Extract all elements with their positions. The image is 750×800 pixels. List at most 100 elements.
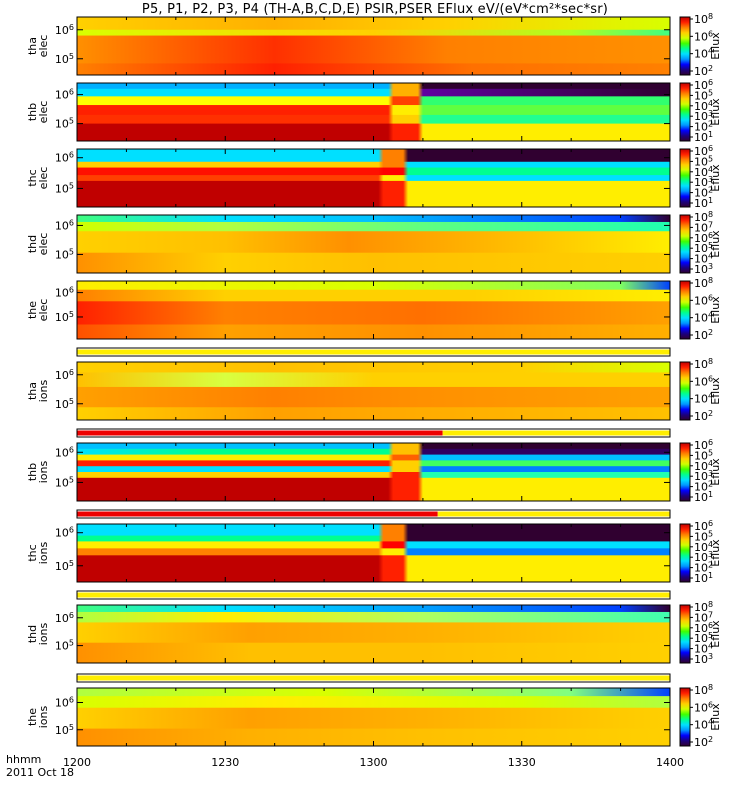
colorbar-tick-label: 106 — [694, 293, 713, 307]
y-axis-label: thcions — [26, 541, 50, 564]
spectrogram-band — [77, 88, 670, 97]
indicator-segment — [442, 430, 670, 436]
y-tick-label: 105 — [55, 52, 74, 66]
colorbar-tick-label: 102 — [694, 64, 713, 78]
y-axis-label: theelec — [26, 299, 50, 322]
y-axis-label: theions — [26, 705, 50, 728]
indicator-bar — [76, 347, 671, 357]
spectrogram-band — [77, 175, 670, 182]
spectrogram-band — [77, 221, 670, 232]
colorbar-tick-label: 104 — [694, 718, 713, 732]
spectrogram-band — [77, 301, 670, 325]
y-axis-label: thaions — [26, 379, 50, 402]
spectrogram-band — [77, 96, 670, 106]
spectrogram-band — [77, 448, 670, 456]
y-tick-label: 105 — [55, 475, 74, 489]
colorbar-tick-label: 102 — [694, 186, 713, 200]
colorbar — [679, 442, 691, 502]
colorbar-tick-label: 101 — [694, 130, 713, 144]
y-axis-label: thdions — [26, 622, 50, 645]
spectrogram-band — [77, 231, 670, 254]
y-tick-label: 105 — [55, 397, 74, 411]
y-tick-label: 105 — [55, 117, 74, 131]
colorbar-tick-label: 103 — [694, 550, 713, 564]
colorbar-tick-label: 103 — [694, 262, 713, 276]
x-tick-label: 1230 — [211, 756, 239, 769]
y-axis-label: thcelec — [26, 167, 50, 190]
spectrogram-band — [77, 161, 670, 169]
y-axis-label: thbions — [26, 460, 50, 483]
spectrogram-band — [77, 386, 670, 408]
time-unit-label: hhmm — [6, 753, 42, 766]
indicator-frame — [76, 590, 671, 600]
colorbar — [679, 604, 691, 664]
colorbar — [679, 16, 691, 76]
indicator-segment — [77, 511, 438, 517]
indicator-bar — [76, 509, 671, 519]
x-tick-label: 1300 — [360, 756, 388, 769]
colorbar-tick-label: 104 — [694, 99, 713, 113]
colorbar-label: Eflux — [709, 98, 722, 126]
colorbar-tick-label: 104 — [694, 47, 713, 61]
spectrogram-band — [77, 541, 670, 549]
indicator-frame — [76, 673, 671, 683]
panel-thc-elec — [76, 148, 693, 208]
panel-thb-elec — [76, 82, 693, 142]
y-tick-label: 106 — [55, 445, 74, 459]
indicator-bar — [76, 673, 671, 683]
colorbar-tick-label: 106 — [694, 374, 713, 388]
colorbar-label: Eflux — [709, 164, 722, 192]
colorbar-tick-label: 105 — [694, 241, 713, 255]
colorbar-tick-label: 102 — [694, 328, 713, 342]
y-tick-label: 105 — [55, 559, 74, 573]
panel-thc-ions — [76, 523, 693, 583]
y-tick-label: 105 — [55, 310, 74, 324]
x-tick-label: 1200 — [63, 756, 91, 769]
y-axis-label: thbelec — [26, 101, 50, 124]
colorbar — [679, 82, 691, 142]
spectrogram-band — [77, 35, 670, 64]
panel-tha-ions — [76, 361, 693, 421]
panel-thd-ions — [76, 604, 693, 664]
indicator-bar — [76, 428, 671, 438]
y-tick-label: 106 — [55, 526, 74, 540]
colorbar-tick-label: 102 — [694, 409, 713, 423]
x-tick-label: 1400 — [656, 756, 684, 769]
spectrogram-band — [77, 105, 670, 116]
colorbar-tick-label: 108 — [694, 12, 713, 26]
indicator-segment — [437, 511, 670, 517]
date-label: 2011 Oct 18 — [6, 766, 75, 779]
spectrogram-band — [77, 707, 670, 730]
colorbar-tick-label: 105 — [694, 448, 713, 462]
colorbar-tick-label: 106 — [694, 519, 713, 533]
spectrogram-band — [77, 622, 670, 644]
colorbar — [679, 687, 691, 747]
colorbar-tick-label: 104 — [694, 165, 713, 179]
y-tick-label: 106 — [55, 151, 74, 165]
y-tick-label: 106 — [55, 218, 74, 232]
colorbar-tick-label: 104 — [694, 642, 713, 656]
spectrogram-band — [77, 696, 670, 709]
spectrogram-band — [77, 535, 670, 542]
y-tick-label: 106 — [55, 88, 74, 102]
colorbar-tick-label: 104 — [694, 540, 713, 554]
spectrogram-band — [77, 460, 670, 467]
panel-the-ions — [76, 687, 693, 747]
colorbar-tick-label: 102 — [694, 561, 713, 575]
y-tick-label: 105 — [55, 639, 74, 653]
colorbar-tick-label: 108 — [694, 683, 713, 697]
colorbar — [679, 361, 691, 421]
indicator-frame — [76, 509, 671, 519]
colorbar — [679, 280, 691, 340]
indicator-segment — [77, 675, 670, 681]
colorbar-tick-label: 103 — [694, 109, 713, 123]
colorbar-tick-label: 105 — [694, 88, 713, 102]
colorbar-tick-label: 101 — [694, 571, 713, 585]
colorbar — [679, 148, 691, 208]
colorbar-tick-label: 105 — [694, 529, 713, 543]
spectrogram-band — [77, 289, 670, 302]
colorbar-tick-label: 107 — [694, 610, 713, 624]
colorbar-tick-label: 103 — [694, 469, 713, 483]
colorbar-tick-label: 108 — [694, 357, 713, 371]
spectrogram-band — [77, 466, 670, 473]
